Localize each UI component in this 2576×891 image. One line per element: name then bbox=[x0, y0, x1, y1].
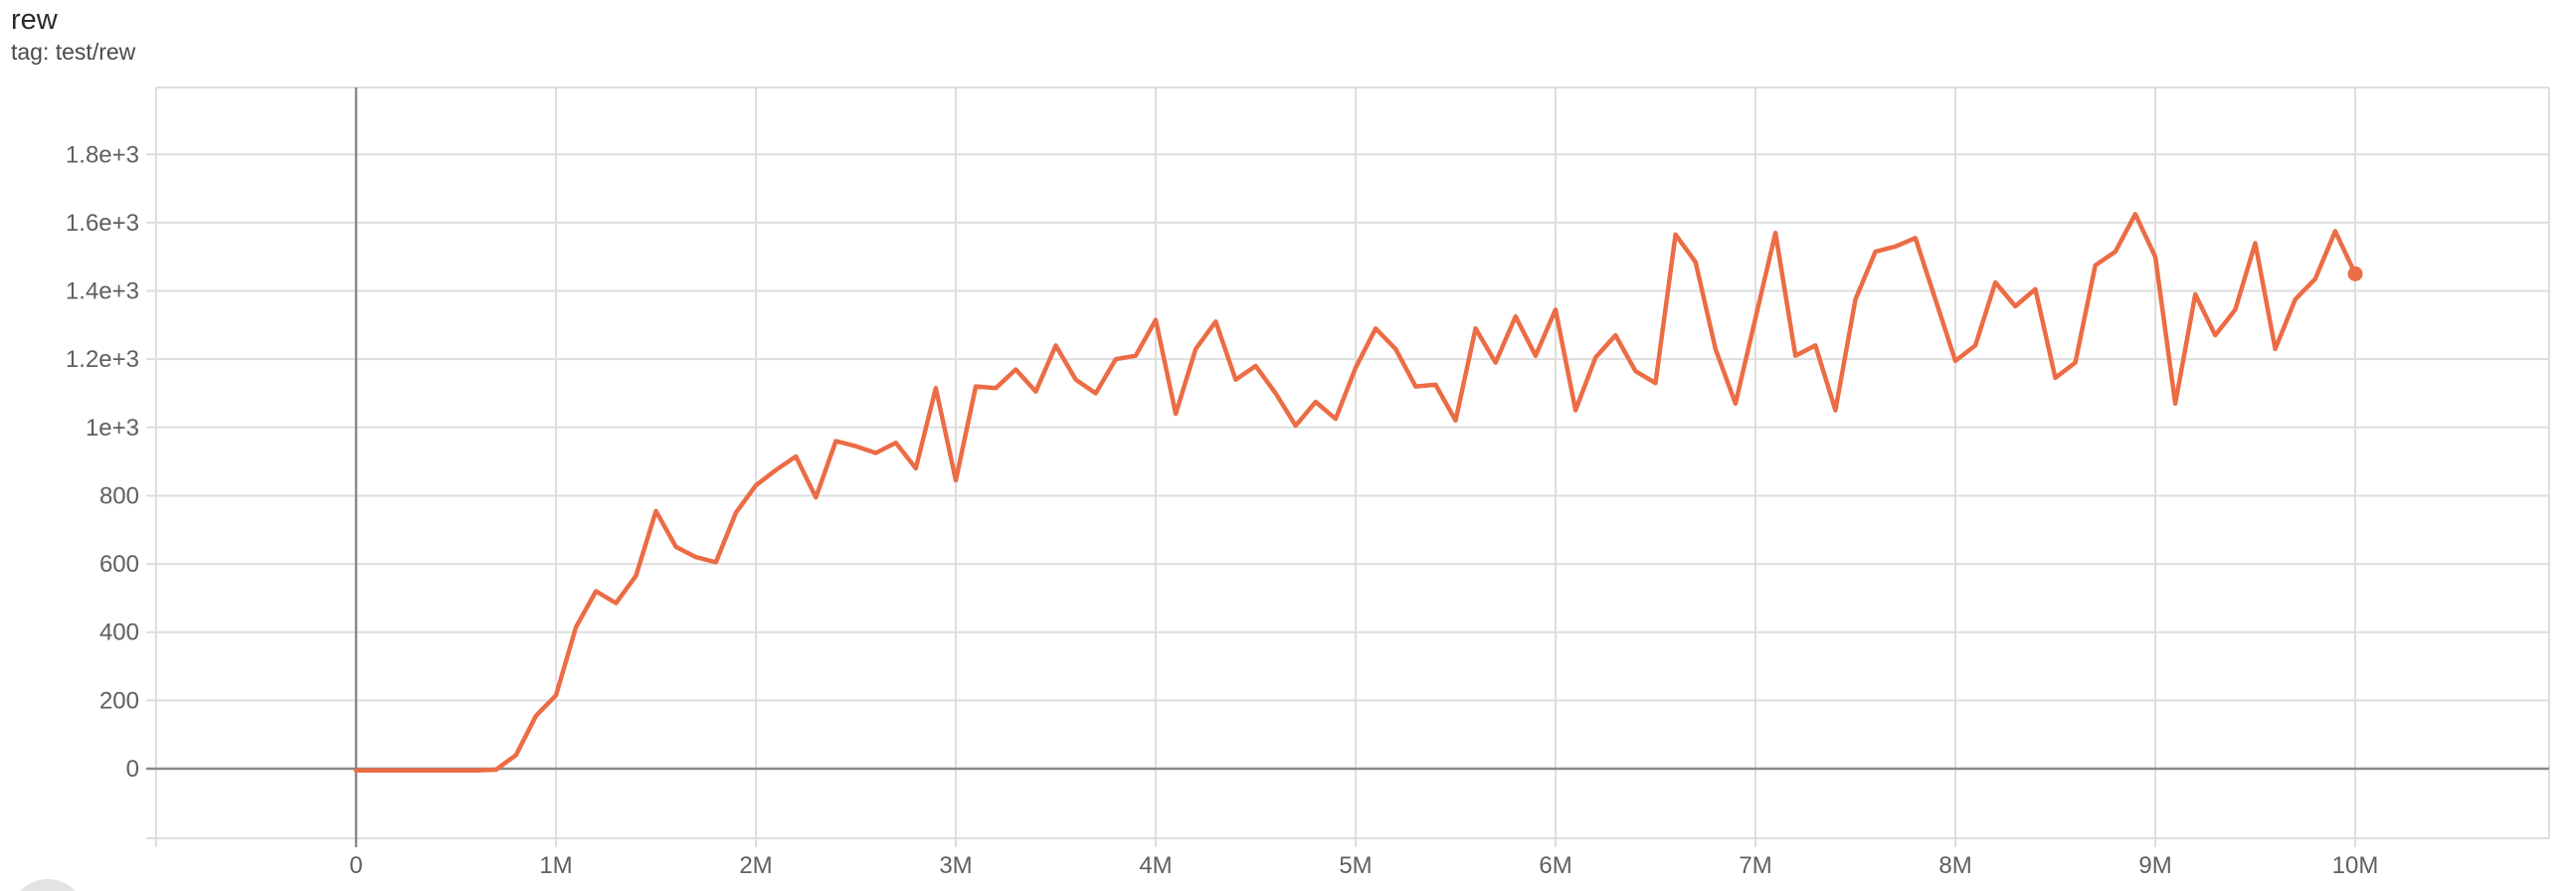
axis-tick-labels: 0 200 400 600 800 1e+3 1.2e+3 1.4e+3 1.6e+3 1.8e+… bbox=[66, 141, 2378, 879]
y-tick-label: 0 bbox=[126, 756, 139, 783]
x-tick-label: 9M bbox=[2138, 852, 2171, 879]
x-tick-label: 7M bbox=[1739, 852, 1771, 879]
x-tick-label: 6M bbox=[1539, 852, 1571, 879]
chart-tag: tag: test/rew bbox=[11, 39, 136, 66]
y-tick-label: 800 bbox=[99, 482, 139, 509]
zero-axes bbox=[146, 88, 2549, 847]
x-tick-label: 10M bbox=[2332, 852, 2379, 879]
y-tick-label: 400 bbox=[99, 620, 139, 646]
chart-header: rew tag: test/rew bbox=[11, 4, 135, 66]
y-tick-label: 1.6e+3 bbox=[66, 210, 139, 237]
x-tick-label: 8M bbox=[1938, 852, 1971, 879]
y-tick-label: 200 bbox=[99, 687, 139, 714]
x-tick-label: 0 bbox=[349, 852, 362, 879]
y-tick-label: 1.4e+3 bbox=[66, 278, 139, 305]
y-tick-label: 600 bbox=[99, 551, 139, 578]
y-tick-label: 1e+3 bbox=[86, 415, 139, 442]
x-tick-label: 4M bbox=[1139, 852, 1172, 879]
y-tick-label: 1.8e+3 bbox=[66, 141, 139, 168]
chart-title: rew bbox=[11, 4, 58, 36]
x-tick-label: 1M bbox=[539, 852, 572, 879]
final-point-dot[interactable] bbox=[2347, 266, 2363, 281]
x-tick-label: 5M bbox=[1339, 852, 1372, 879]
x-tick-label: 3M bbox=[939, 852, 972, 879]
y-tick-label: 1.2e+3 bbox=[66, 346, 139, 373]
x-tick-label: 2M bbox=[739, 852, 772, 879]
grid-lines bbox=[146, 87, 2550, 847]
reward-line-series[interactable] bbox=[353, 212, 2358, 773]
